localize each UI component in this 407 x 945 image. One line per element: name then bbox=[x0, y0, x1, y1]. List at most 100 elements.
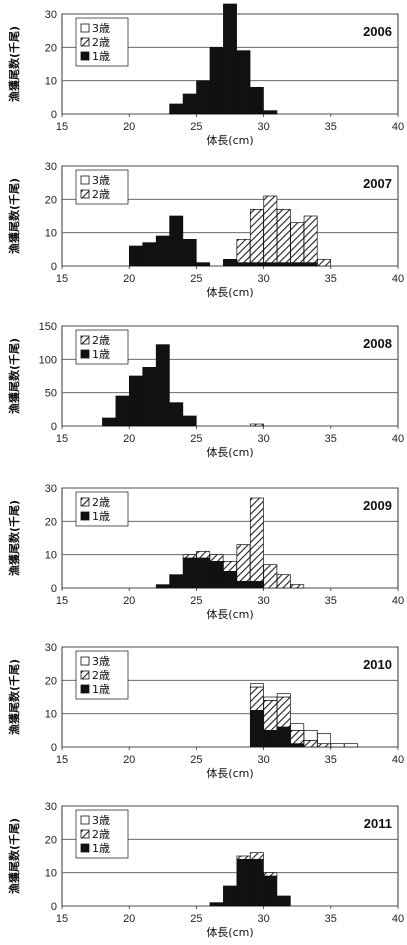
bar-age1 bbox=[128, 375, 143, 427]
bar-age1 bbox=[182, 238, 197, 267]
bar-age2 bbox=[276, 208, 291, 264]
bar-age1 bbox=[249, 709, 264, 748]
bar-age2 bbox=[263, 872, 278, 877]
legend-swatch bbox=[80, 670, 90, 680]
x-tick-label: 20 bbox=[123, 433, 135, 445]
bar-age1 bbox=[155, 584, 170, 589]
year-label: 2006 bbox=[363, 24, 392, 39]
bar-age1 bbox=[182, 415, 197, 427]
bar-age1 bbox=[142, 242, 157, 267]
bar-age1 bbox=[196, 262, 211, 267]
legend-label: 1歳 bbox=[92, 683, 110, 696]
y-tick-label: 100 bbox=[39, 354, 57, 366]
y-axis-title: 漁獲尾数(千尾) bbox=[7, 500, 21, 576]
y-axis-title: 漁獲尾数(千尾) bbox=[7, 338, 21, 414]
bar-age1 bbox=[303, 262, 318, 267]
x-tick-label: 30 bbox=[257, 433, 269, 445]
bar-age2 bbox=[249, 423, 264, 427]
y-tick-label: 50 bbox=[45, 388, 57, 400]
bar-age3 bbox=[249, 683, 264, 688]
year-label: 2010 bbox=[363, 657, 392, 672]
bar-age1 bbox=[169, 402, 184, 427]
x-axis-title: 体長(cm) bbox=[206, 133, 253, 147]
bar-age1 bbox=[196, 80, 211, 115]
legend-label: 2歳 bbox=[92, 669, 110, 682]
x-tick-label: 30 bbox=[257, 273, 269, 285]
legend-swatch bbox=[80, 51, 90, 61]
x-axis-title: 体長(cm) bbox=[206, 766, 253, 780]
y-tick-label: 30 bbox=[45, 801, 57, 813]
bar-age2 bbox=[303, 215, 318, 264]
bar-age1 bbox=[182, 557, 197, 589]
bar-age1 bbox=[128, 245, 143, 267]
y-tick-label: 150 bbox=[39, 321, 57, 333]
legend-swatch bbox=[80, 656, 90, 666]
y-tick-label: 10 bbox=[45, 550, 57, 562]
bar-age1 bbox=[236, 50, 251, 115]
bar-age3 bbox=[303, 729, 318, 741]
bar-age2 bbox=[249, 852, 264, 860]
x-tick-label: 25 bbox=[190, 121, 202, 133]
bar-age2 bbox=[290, 584, 305, 589]
legend-swatch bbox=[80, 37, 90, 47]
bar-age2 bbox=[249, 686, 264, 711]
bar-age1 bbox=[155, 344, 170, 427]
legend-label: 2歳 bbox=[92, 188, 110, 201]
bar-age1 bbox=[155, 235, 170, 267]
bar-age1 bbox=[263, 875, 278, 907]
legend-swatch bbox=[80, 189, 90, 199]
y-tick-label: 0 bbox=[51, 421, 57, 433]
x-tick-label: 15 bbox=[56, 121, 68, 133]
x-tick-label: 15 bbox=[56, 433, 68, 445]
legend-label: 2歳 bbox=[92, 36, 110, 49]
x-tick-label: 40 bbox=[392, 433, 404, 445]
legend-swatch bbox=[80, 497, 90, 507]
bar-age1 bbox=[249, 86, 264, 115]
legend-swatch bbox=[80, 843, 90, 853]
bar-age2 bbox=[249, 497, 264, 582]
bar-age1 bbox=[169, 574, 184, 589]
bar-age1 bbox=[263, 262, 278, 267]
legend-label: 3歳 bbox=[92, 814, 110, 827]
bar-age2 bbox=[249, 208, 264, 264]
y-tick-label: 0 bbox=[51, 261, 57, 273]
y-tick-label: 0 bbox=[51, 901, 57, 913]
x-tick-label: 30 bbox=[257, 121, 269, 133]
legend-swatch bbox=[80, 511, 90, 521]
x-tick-label: 35 bbox=[325, 595, 337, 607]
x-tick-label: 40 bbox=[392, 754, 404, 766]
bar-age1 bbox=[102, 417, 116, 427]
bar-age1 bbox=[249, 262, 264, 267]
bar-age1 bbox=[223, 3, 237, 115]
x-tick-label: 25 bbox=[190, 433, 202, 445]
y-tick-label: 0 bbox=[51, 109, 57, 121]
bar-age1 bbox=[236, 858, 251, 907]
y-tick-label: 10 bbox=[45, 709, 57, 721]
bar-age1 bbox=[249, 858, 264, 907]
y-tick-label: 20 bbox=[45, 42, 57, 54]
legend-label: 2歳 bbox=[92, 828, 110, 841]
bar-age3 bbox=[330, 743, 345, 748]
y-axis-title: 漁獲尾数(千尾) bbox=[7, 659, 21, 735]
y-tick-label: 10 bbox=[45, 76, 57, 88]
bar-age1 bbox=[169, 103, 184, 115]
bar-age2 bbox=[276, 574, 291, 589]
bar-age2 bbox=[303, 739, 318, 748]
x-tick-label: 20 bbox=[123, 121, 135, 133]
x-tick-label: 40 bbox=[392, 595, 404, 607]
y-tick-label: 30 bbox=[45, 161, 57, 173]
bar-age2 bbox=[263, 195, 278, 264]
bar-age2 bbox=[290, 729, 305, 745]
x-tick-label: 25 bbox=[190, 595, 202, 607]
legend-label: 1歳 bbox=[92, 50, 110, 63]
legend-label: 2歳 bbox=[92, 334, 110, 347]
legend-label: 1歳 bbox=[92, 842, 110, 855]
bar-age1 bbox=[196, 557, 211, 589]
bar-age2 bbox=[263, 699, 278, 731]
y-axis-title: 漁獲尾数(千尾) bbox=[7, 26, 21, 102]
legend-label: 2歳 bbox=[92, 496, 110, 509]
legend-swatch bbox=[80, 815, 90, 825]
